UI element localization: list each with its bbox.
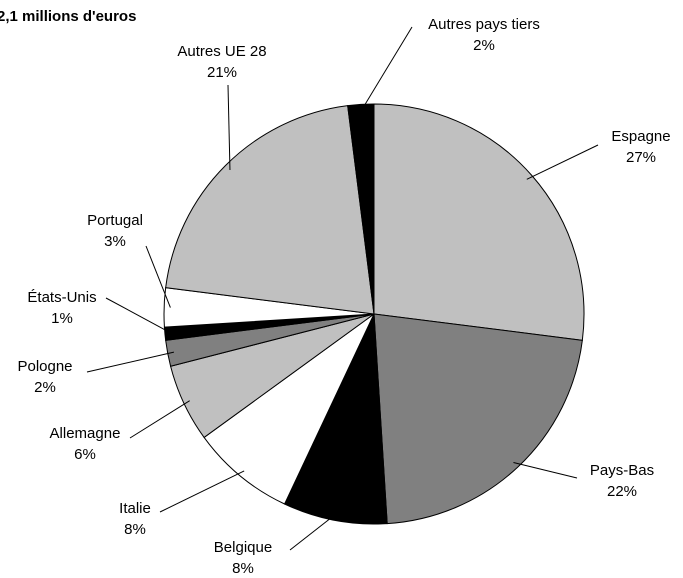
slice-label: Pays-Bas (590, 462, 654, 479)
slice-value-label: 27% (626, 149, 656, 166)
leader-line (526, 144, 599, 180)
slice-value-label: 2% (473, 37, 495, 54)
leader-line (86, 351, 175, 373)
leader-line (159, 470, 245, 513)
slice-value-label: 2% (34, 379, 56, 396)
slice-label: Espagne (611, 128, 670, 145)
leader-line (145, 245, 171, 308)
pie-slice (347, 103, 375, 315)
pie-slice (373, 313, 583, 525)
slice-value-label: 8% (124, 521, 146, 538)
slice-label: Pologne (17, 358, 72, 375)
leader-line (129, 400, 190, 439)
slice-label: Portugal (87, 212, 143, 229)
pie-slice (203, 313, 375, 505)
slice-label: Italie (119, 500, 151, 517)
slice-value-label: 6% (74, 446, 96, 463)
chart-title: 2,1 millions d'euros (0, 8, 136, 25)
pie-slice (283, 313, 388, 525)
slice-label: Autres pays tiers (428, 16, 540, 33)
slice-value-label: 22% (607, 483, 637, 500)
leader-line (105, 297, 172, 334)
slice-label: Belgique (214, 539, 272, 556)
leader-line (360, 26, 413, 111)
leader-line (513, 462, 578, 479)
slice-value-label: 1% (51, 310, 73, 327)
leader-line (227, 84, 231, 170)
slice-label: Autres UE 28 (177, 43, 266, 60)
pie-slice (165, 105, 375, 315)
slice-label: Allemagne (50, 425, 121, 442)
slice-value-label: 8% (232, 560, 254, 577)
slice-value-label: 21% (207, 64, 237, 81)
slice-label: États-Unis (27, 289, 96, 306)
leader-line (289, 513, 337, 551)
pie-slice (373, 103, 585, 341)
slice-value-label: 3% (104, 233, 126, 250)
